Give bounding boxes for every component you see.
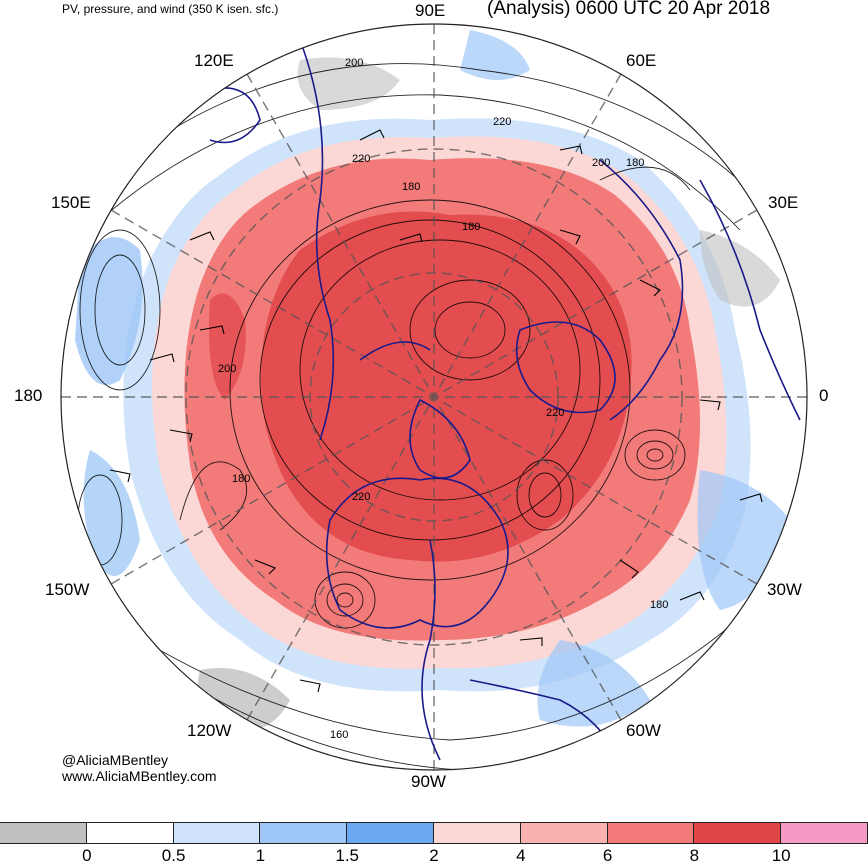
contour-label: 180 <box>626 157 644 169</box>
colorbar-swatch <box>172 822 261 844</box>
lon-label-0: 0 <box>819 386 829 405</box>
lon-label-30w: 30W <box>767 580 802 599</box>
contour-label: 180 <box>462 221 480 233</box>
contour-value-labels: 200 220 220 180 200 180 180 200 220 180 … <box>218 57 668 741</box>
lon-label-90w: 90W <box>411 772 446 791</box>
map-title: (Analysis) 0600 UTC 20 Apr 2018 <box>487 0 771 19</box>
colorbar <box>0 822 868 844</box>
graticule <box>61 24 807 770</box>
author-website: www.AliciaMBentley.com <box>62 768 217 784</box>
colorbar-tick-label: 2 <box>429 846 439 865</box>
contour-label: 220 <box>352 491 370 503</box>
author-handle: @AliciaMBentley <box>62 752 169 768</box>
contour-label: 180 <box>402 181 420 193</box>
contour-label: 180 <box>232 473 250 485</box>
author-credit: @AliciaMBentley www.AliciaMBentley.com <box>62 752 217 784</box>
colorbar-swatch <box>606 822 695 844</box>
colorbar-swatch <box>85 822 174 844</box>
colorbar-swatch <box>519 822 608 844</box>
colorbar-tick-label: 1 <box>255 846 266 865</box>
colorbar-tick-label: 1.5 <box>335 846 360 865</box>
lon-label-120e: 120E <box>194 51 234 70</box>
contour-label: 220 <box>493 116 511 128</box>
contour-label: 160 <box>330 729 348 741</box>
lon-label-30e: 30E <box>768 193 799 212</box>
wind-barbs <box>109 129 763 693</box>
coastlines <box>209 39 801 761</box>
pv-field <box>61 24 807 770</box>
contour-label: 200 <box>218 363 236 375</box>
colorbar-swatch <box>346 822 434 844</box>
contour-label: 220 <box>352 153 370 165</box>
lon-label-150w: 150W <box>45 580 90 599</box>
colorbar-swatch <box>259 822 348 844</box>
colorbar-swatch <box>780 822 868 844</box>
lon-label-60w: 60W <box>626 721 661 740</box>
lon-label-60e: 60E <box>626 51 657 70</box>
colorbar-tick-label: 10 <box>771 846 791 865</box>
colorbar-swatch <box>432 822 521 844</box>
colorbar-swatch <box>693 822 782 844</box>
colorbar-tick-label: 0.5 <box>161 846 186 865</box>
colorbar-tick-label: 6 <box>602 846 613 865</box>
contour-label: 180 <box>650 599 668 611</box>
lon-label-180: 180 <box>14 386 43 405</box>
lon-label-120w: 120W <box>187 721 232 740</box>
colorbar-tick-label: 0 <box>82 846 92 865</box>
colorbar-tick-label: 8 <box>689 846 700 865</box>
contour-label: 200 <box>345 57 363 69</box>
colorbar-swatch <box>0 822 87 844</box>
map-subtitle: PV, pressure, and wind (350 K isen. sfc.… <box>62 2 279 16</box>
lon-label-90e: 90E <box>415 1 446 20</box>
contour-label: 200 <box>592 157 610 169</box>
lon-label-150e: 150E <box>51 193 91 212</box>
colorbar-tick-label: 4 <box>516 846 526 865</box>
contour-label: 220 <box>546 407 564 419</box>
